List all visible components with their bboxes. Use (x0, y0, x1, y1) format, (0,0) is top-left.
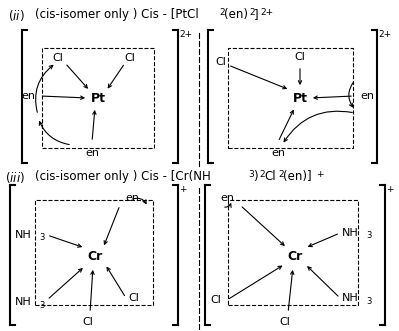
Bar (228, 48, 353, 148)
Text: 2: 2 (249, 8, 255, 17)
Text: +: + (179, 185, 186, 194)
Text: ): ) (253, 170, 258, 183)
Text: $(ii)$: $(ii)$ (8, 8, 25, 23)
Text: Cl: Cl (210, 295, 221, 305)
Text: (en): (en) (224, 8, 248, 21)
Text: Cl: Cl (294, 52, 306, 62)
Text: (en)]: (en)] (283, 170, 312, 183)
Text: 3: 3 (366, 297, 371, 306)
Text: en: en (21, 91, 35, 101)
Text: 3: 3 (366, 231, 371, 241)
Text: $(iii)$: $(iii)$ (5, 170, 25, 185)
Text: +: + (386, 185, 393, 194)
Text: (cis-isomer only ) Cis - [PtCl: (cis-isomer only ) Cis - [PtCl (35, 8, 199, 21)
Text: NH: NH (15, 230, 32, 240)
Text: 2: 2 (259, 170, 265, 179)
Text: 2+: 2+ (260, 8, 273, 17)
Text: en: en (85, 148, 99, 158)
Bar (35, 200, 153, 305)
Text: en: en (271, 148, 285, 158)
Text: 3: 3 (39, 233, 44, 243)
Text: Cl: Cl (53, 53, 63, 63)
Text: NH: NH (342, 293, 359, 303)
Text: en: en (360, 91, 374, 101)
Text: Cl: Cl (280, 317, 290, 327)
Text: 2: 2 (219, 8, 225, 17)
Text: Pt: Pt (292, 91, 308, 105)
Text: en: en (220, 193, 234, 203)
Text: 2+: 2+ (179, 30, 192, 39)
Text: Cl: Cl (264, 170, 276, 183)
Text: NH: NH (342, 228, 359, 238)
Text: Cr: Cr (87, 251, 103, 263)
Text: NH: NH (15, 297, 32, 307)
Text: 3: 3 (39, 301, 44, 309)
Bar (228, 200, 358, 305)
Text: (cis-isomer only ) Cis - [Cr(NH: (cis-isomer only ) Cis - [Cr(NH (35, 170, 211, 183)
Text: en: en (125, 193, 139, 203)
Text: 2+: 2+ (378, 30, 391, 39)
Text: Cl: Cl (128, 293, 139, 303)
Bar (42, 48, 154, 148)
Text: Pt: Pt (91, 91, 105, 105)
Text: Cl: Cl (215, 57, 226, 67)
Text: 3: 3 (248, 170, 254, 179)
Text: ]: ] (254, 8, 259, 21)
Text: Cl: Cl (124, 53, 135, 63)
Text: 2: 2 (278, 170, 284, 179)
Text: +: + (316, 170, 324, 179)
Text: Cl: Cl (83, 317, 93, 327)
Text: Cr: Cr (287, 251, 302, 263)
